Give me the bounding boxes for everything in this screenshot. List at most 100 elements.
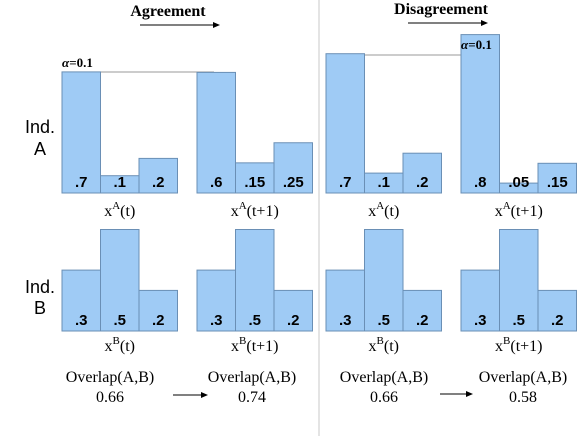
row-label-a-line2: A bbox=[34, 139, 46, 159]
axis-label: xB(t) bbox=[105, 335, 135, 355]
bar bbox=[402, 289, 442, 332]
bar-value-label: .3 bbox=[339, 312, 352, 329]
axis-label-superscript: B bbox=[503, 335, 510, 347]
bar-chart-disagree-B-t: .3 .5 .2 xB(t) bbox=[325, 229, 442, 355]
bar-value-label: .2 bbox=[287, 312, 300, 329]
alpha-label-agreement: α=0.1 bbox=[62, 55, 93, 70]
alpha-label-disagreement: α=0.1 bbox=[461, 37, 492, 52]
charts: .7.1.2xA(t).6.15.25xA(t+1).7.1.2xA(t).8.… bbox=[61, 34, 577, 355]
bar bbox=[235, 229, 275, 332]
axis-label-argument: (t) bbox=[384, 338, 399, 355]
bar-value-label: .15 bbox=[547, 174, 568, 191]
axis-label: xA(t+1) bbox=[495, 200, 543, 220]
overlap-value-1: 0.66 bbox=[96, 389, 124, 406]
axis-label: xB(t) bbox=[369, 335, 399, 355]
axis-label-argument: (t) bbox=[120, 338, 135, 355]
axis-label-superscript: A bbox=[503, 200, 511, 212]
bar-value-label: .5 bbox=[248, 312, 261, 329]
bar-chart-agree-A-t: .7 .1 .2 xA(t) bbox=[61, 71, 178, 220]
bar bbox=[138, 157, 178, 194]
overlap-label-4: Overlap(A,B) bbox=[479, 369, 567, 386]
axis-label: xB(t+1) bbox=[231, 335, 278, 355]
overlap-value-3: 0.66 bbox=[370, 389, 398, 406]
bar-value-label: .8 bbox=[474, 174, 487, 191]
bar bbox=[273, 289, 313, 332]
overlap-arrowhead-agreement bbox=[201, 392, 208, 398]
axis-label-base: x bbox=[369, 338, 377, 355]
row-label-b-line1: Ind. bbox=[25, 277, 55, 297]
alpha-symbol: α bbox=[62, 55, 70, 70]
bar bbox=[61, 71, 101, 194]
bar-value-label: .25 bbox=[283, 174, 304, 191]
bar bbox=[325, 269, 365, 332]
bar bbox=[196, 71, 236, 194]
bar bbox=[100, 229, 140, 332]
axis-label-base: x bbox=[105, 338, 113, 355]
bar-value-label: .05 bbox=[508, 174, 529, 191]
axis-label-base: x bbox=[231, 203, 239, 220]
axis-label-superscript: A bbox=[239, 200, 247, 212]
bar bbox=[273, 142, 313, 194]
bar-value-label: .3 bbox=[75, 312, 88, 329]
bar-value-label: .2 bbox=[152, 174, 165, 191]
bar-value-label: .5 bbox=[377, 312, 390, 329]
axis-label-base: x bbox=[368, 203, 376, 220]
axis-label-superscript: B bbox=[113, 335, 120, 347]
bar-value-label: .1 bbox=[113, 174, 126, 191]
alpha-symbol: α bbox=[461, 37, 469, 52]
bar bbox=[61, 269, 101, 332]
bar-chart-disagree-A-t: .7 .1 .2 xA(t) bbox=[325, 53, 442, 220]
overlap-value-2: 0.74 bbox=[238, 389, 266, 406]
bar bbox=[460, 269, 500, 332]
axis-label: xB(t+1) bbox=[495, 335, 542, 355]
axis-label-argument: (t+1) bbox=[247, 203, 279, 220]
bar-value-label: .3 bbox=[474, 312, 487, 329]
bar-value-label: .15 bbox=[244, 174, 265, 191]
axis-label-base: x bbox=[104, 203, 112, 220]
axis-label-argument: (t+1) bbox=[510, 338, 542, 355]
bar bbox=[537, 289, 577, 332]
bar-value-label: .5 bbox=[512, 312, 525, 329]
overlap-arrowhead-disagreement bbox=[466, 391, 473, 397]
bar bbox=[325, 53, 365, 194]
bar-value-label: .7 bbox=[339, 174, 352, 191]
disagreement-arrowhead bbox=[481, 20, 488, 26]
overlap-label-3: Overlap(A,B) bbox=[340, 369, 428, 386]
bar bbox=[364, 229, 404, 332]
axis-label-superscript: A bbox=[112, 200, 120, 212]
axis-label-argument: (t) bbox=[384, 203, 399, 220]
axis-label-argument: (t) bbox=[120, 203, 135, 220]
bar bbox=[537, 162, 577, 194]
alpha-value: =0.1 bbox=[69, 55, 93, 70]
bar bbox=[499, 229, 539, 332]
bar-value-label: .2 bbox=[152, 312, 165, 329]
bar-value-label: .2 bbox=[416, 312, 429, 329]
alpha-value: =0.1 bbox=[468, 37, 492, 52]
bar bbox=[402, 152, 442, 194]
agreement-title: Agreement bbox=[130, 3, 206, 20]
bar-value-label: .6 bbox=[210, 174, 223, 191]
axis-label: xA(t+1) bbox=[231, 200, 279, 220]
row-label-a-line1: Ind. bbox=[25, 117, 55, 137]
bar-value-label: .5 bbox=[113, 312, 126, 329]
bar-chart-agree-B-t: .3 .5 .2 xB(t) bbox=[61, 229, 178, 355]
overlap-value-4: 0.58 bbox=[509, 389, 537, 406]
axis-label-argument: (t+1) bbox=[246, 338, 278, 355]
axis-label-base: x bbox=[231, 338, 239, 355]
disagreement-title: Disagreement bbox=[394, 1, 489, 18]
row-label-b-line2: B bbox=[34, 298, 46, 318]
bar-chart-agree-B-t1: .3 .5 .2 xB(t+1) bbox=[196, 229, 313, 355]
agreement-arrowhead bbox=[213, 22, 220, 28]
overlap-label-1: Overlap(A,B) bbox=[66, 369, 154, 386]
overlap-label-2: Overlap(A,B) bbox=[208, 369, 296, 386]
bar bbox=[138, 289, 178, 332]
bar bbox=[460, 34, 500, 194]
axis-label-superscript: B bbox=[239, 335, 246, 347]
axis-label-base: x bbox=[495, 338, 503, 355]
axis-label-base: x bbox=[495, 203, 503, 220]
bar-value-label: .2 bbox=[551, 312, 564, 329]
bar-value-label: .1 bbox=[377, 174, 390, 191]
